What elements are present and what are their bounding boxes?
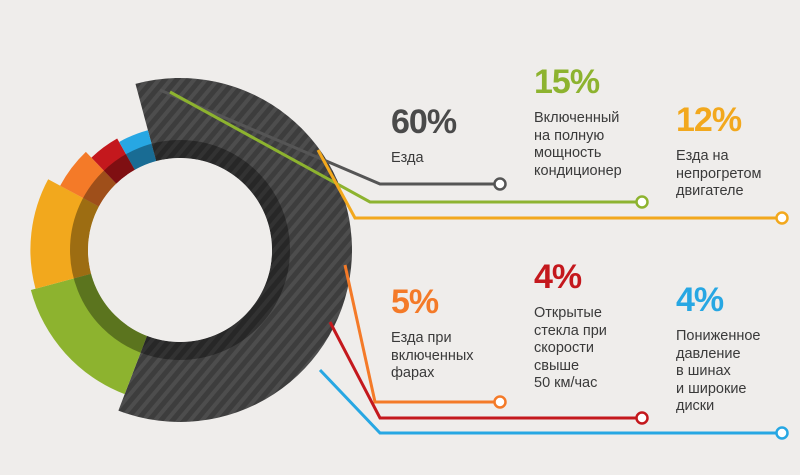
description: Открытые стекла при скорости свыше 50 км… bbox=[534, 305, 607, 393]
value-label: 60% bbox=[391, 103, 457, 141]
description-line: скорости bbox=[534, 340, 594, 356]
description-line: Включенный bbox=[534, 110, 620, 126]
leader-line-tire-pressure bbox=[318, 368, 776, 435]
slice-air-conditioner bbox=[30, 273, 148, 395]
label-open-windows: 4% Открытые стекла при скорости свыше 50… bbox=[534, 259, 607, 393]
description-line: мощность bbox=[534, 145, 602, 161]
slice-tire-pressure bbox=[119, 130, 157, 170]
value-label: 4% bbox=[676, 281, 724, 319]
leader-dot-tire-pressure bbox=[775, 426, 789, 440]
value-label: 4% bbox=[534, 258, 582, 296]
description: Езда на непрогретом двигателе bbox=[676, 148, 762, 201]
donut-hole bbox=[88, 158, 272, 342]
leader-line-cold-engine bbox=[316, 149, 776, 220]
description-line: свыше bbox=[534, 357, 580, 374]
leader-line-driving bbox=[159, 88, 494, 186]
description-line: в шинах bbox=[676, 363, 731, 379]
value-label: 12% bbox=[676, 101, 742, 139]
slice-open-windows bbox=[91, 138, 135, 184]
leader-line-headlights bbox=[343, 264, 494, 404]
label-cold-engine: 12% Езда на непрогретом двигателе bbox=[676, 102, 762, 201]
label-headlights: 5% Езда при включенных фарах bbox=[391, 284, 474, 383]
leader-line-open-windows bbox=[328, 321, 636, 420]
slice-headlights bbox=[60, 151, 117, 207]
label-air-conditioner: 15% Включенный на полную мощность кондиц… bbox=[534, 64, 622, 180]
description-line: Открытые bbox=[534, 305, 602, 321]
value-label: 15% bbox=[534, 63, 600, 101]
leader-lines bbox=[159, 88, 789, 440]
label-driving: 60% Езда bbox=[391, 103, 457, 168]
leader-dot-cold-engine bbox=[775, 211, 789, 225]
description-line: Езда при bbox=[391, 330, 452, 346]
description-line: кондиционер bbox=[534, 162, 622, 179]
description: Включенный на полную мощность кондиционе… bbox=[534, 110, 622, 180]
donut-slices bbox=[30, 78, 352, 422]
description-line: Езда bbox=[391, 150, 424, 166]
description: Пониженное давление в шинах и широкие ди… bbox=[676, 328, 761, 416]
description-line: Езда на bbox=[676, 148, 729, 164]
leader-dot-air-conditioner bbox=[635, 195, 649, 209]
leader-dot-headlights bbox=[493, 395, 507, 409]
description-line: двигателе bbox=[676, 183, 744, 199]
description-line: включенных bbox=[391, 347, 474, 364]
leader-dot-open-windows bbox=[635, 411, 649, 425]
description-line: на полную bbox=[534, 127, 605, 144]
value-label: 5% bbox=[391, 283, 439, 321]
description-line: фарах bbox=[391, 365, 435, 381]
description-line: давление bbox=[676, 345, 741, 362]
leader-dot-driving bbox=[493, 177, 507, 191]
description: Езда bbox=[391, 150, 456, 168]
description-line: непрогретом bbox=[676, 165, 762, 182]
description-line: стекла при bbox=[534, 322, 607, 339]
description-line: 50 км/час bbox=[534, 375, 598, 391]
slice-cold-engine bbox=[30, 179, 99, 289]
description-line: и широкие bbox=[676, 380, 747, 397]
label-tire-pressure: 4% Пониженное давление в шинах и широкие… bbox=[676, 282, 761, 416]
description-line: Пониженное bbox=[676, 328, 761, 344]
leader-line-air-conditioner bbox=[169, 90, 636, 204]
description: Езда при включенных фарах bbox=[391, 330, 474, 383]
inner-ring-shadow bbox=[70, 140, 290, 360]
description-line: диски bbox=[676, 398, 715, 414]
slice-driving bbox=[118, 78, 352, 422]
